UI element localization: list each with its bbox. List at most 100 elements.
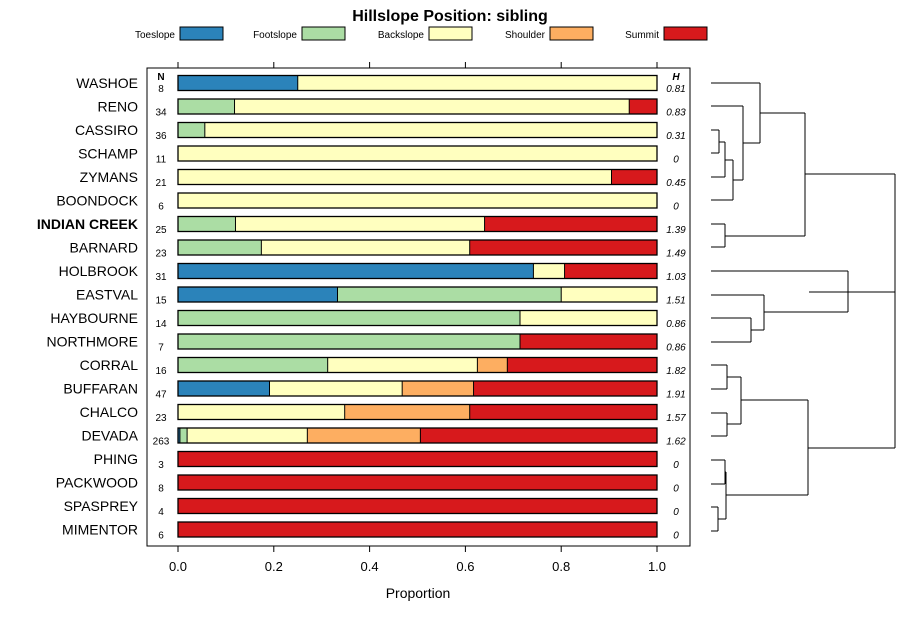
bar-segment-haybourne-footslope	[178, 310, 521, 326]
legend-label-toeslope: Toeslope	[135, 30, 175, 41]
bar-segment-boondock-backslope	[178, 193, 657, 208]
bar-segment-cassiro-backslope	[204, 122, 657, 138]
n-value-mimentor: 6	[158, 531, 164, 542]
bar-segment-devada-summit	[420, 428, 657, 443]
bar-outline-chalco	[177, 403, 658, 421]
x-tick-label: 1.0	[648, 559, 666, 574]
bar-outline-spasprey	[177, 497, 658, 515]
legend-label-footslope: Footslope	[253, 30, 297, 41]
x-tick-label: 0.6	[456, 559, 474, 574]
row-label-mimentor: MIMENTOR	[62, 522, 138, 538]
bar-outline-northmore	[177, 333, 658, 350]
bar-outline-cassiro	[177, 121, 658, 139]
bar-segment-holbrook-backslope	[533, 263, 565, 279]
h-value-packwood: 0	[673, 484, 679, 495]
bar-segment-northmore-footslope	[178, 334, 521, 349]
h-value-cassiro: 0.31	[666, 131, 685, 142]
row-label-indian-creek: INDIAN CREEK	[37, 216, 138, 232]
bar-segment-haybourne-backslope	[520, 310, 657, 326]
bar-segment-reno-footslope	[178, 99, 235, 114]
bar-segment-barnard-summit	[469, 240, 657, 255]
n-value-zymans: 21	[155, 178, 167, 189]
h-value-northmore: 0.86	[666, 343, 686, 354]
row-label-northmore: NORTHMORE	[46, 334, 138, 350]
bar-segment-corral-shoulder	[477, 357, 508, 373]
bar-segment-chalco-backslope	[178, 404, 345, 420]
bar-segment-cassiro-footslope	[178, 122, 205, 138]
h-value-mimentor: 0	[673, 531, 679, 542]
row-label-corral: CORRAL	[80, 357, 139, 373]
n-value-reno: 34	[155, 108, 167, 119]
n-value-corral: 16	[155, 366, 167, 377]
bar-segment-corral-backslope	[327, 357, 478, 373]
h-value-corral: 1.82	[666, 366, 686, 377]
row-label-schamp: SCHAMP	[78, 146, 138, 162]
x-tick-label: 0.0	[169, 559, 187, 574]
h-value-spasprey: 0	[673, 507, 679, 518]
n-value-spasprey: 4	[158, 507, 164, 518]
bar-segment-devada-toeslope	[178, 428, 180, 443]
bar-segment-indian-creek-backslope	[235, 216, 485, 232]
x-tick-label: 0.8	[552, 559, 570, 574]
n-value-boondock: 6	[158, 202, 164, 213]
n-value-packwood: 8	[158, 484, 164, 495]
bar-segment-phing-summit	[178, 451, 657, 467]
row-label-phing: PHING	[94, 451, 138, 467]
h-value-schamp: 0	[673, 155, 679, 166]
bar-segment-chalco-shoulder	[344, 404, 470, 420]
h-value-zymans: 0.45	[666, 178, 686, 189]
bar-outline-indian-creek	[177, 215, 658, 233]
bar-outline-buffaran	[177, 380, 658, 397]
bar-segment-zymans-summit	[611, 169, 657, 185]
bar-segment-eastval-backslope	[561, 287, 657, 302]
h-value-holbrook: 1.03	[666, 272, 686, 283]
n-value-eastval: 15	[155, 296, 167, 307]
row-label-cassiro: CASSIRO	[75, 122, 138, 138]
legend: Toeslope Footslope Backslope Shoulder Summit	[135, 26, 708, 41]
h-value-devada: 1.62	[666, 437, 686, 448]
bar-outline-mimentor	[177, 521, 658, 538]
chart-title: Hillslope Position: sibling	[352, 8, 548, 25]
bar-outline-schamp	[177, 145, 658, 162]
row-label-eastval: EASTVAL	[76, 287, 138, 303]
bar-outline-packwood	[177, 474, 658, 491]
row-label-spasprey: SPASPREY	[64, 498, 139, 514]
row-label-barnard: BARNARD	[70, 240, 138, 256]
x-axis: 0.0 0.2 0.4 0.6 0.8 1.0	[169, 62, 666, 574]
bar-outline-reno	[177, 98, 658, 115]
n-value-schamp: 11	[156, 155, 167, 166]
bar-outline-boondock	[177, 192, 658, 209]
row-label-reno: RENO	[98, 99, 139, 115]
bar-segment-indian-creek-footslope	[178, 216, 236, 232]
dendrogram	[711, 82, 896, 532]
bar-outline-holbrook	[177, 262, 658, 280]
row-label-packwood: PACKWOOD	[56, 475, 138, 491]
n-value-barnard: 23	[155, 249, 167, 260]
bar-segment-barnard-footslope	[178, 240, 262, 255]
row-label-chalco: CHALCO	[80, 404, 138, 420]
bar-segment-schamp-backslope	[178, 146, 657, 161]
bar-outline-phing	[177, 450, 658, 468]
n-value-chalco: 23	[155, 413, 167, 424]
bar-segment-washoe-backslope	[297, 75, 657, 91]
bar-segment-buffaran-toeslope	[178, 381, 270, 396]
bar-segment-washoe-toeslope	[178, 75, 298, 91]
x-tick-label: 0.2	[265, 559, 283, 574]
n-value-phing: 3	[158, 460, 164, 471]
bar-segment-northmore-summit	[520, 334, 657, 349]
bar-segment-eastval-toeslope	[178, 287, 338, 302]
legend-label-summit: Summit	[625, 30, 659, 41]
h-value-indian-creek: 1.39	[666, 225, 686, 236]
bar-segment-eastval-footslope	[337, 287, 562, 302]
legend-swatch-shoulder	[549, 26, 594, 41]
bar-segment-corral-summit	[507, 357, 657, 373]
bar-outline-corral	[177, 356, 658, 374]
legend-label-shoulder: Shoulder	[505, 30, 546, 41]
h-value-reno: 0.83	[666, 108, 686, 119]
h-column-header: H	[672, 72, 680, 83]
bar-segment-spasprey-summit	[178, 498, 657, 514]
h-value-buffaran: 1.91	[666, 390, 685, 401]
bar-outline-devada	[177, 427, 658, 444]
